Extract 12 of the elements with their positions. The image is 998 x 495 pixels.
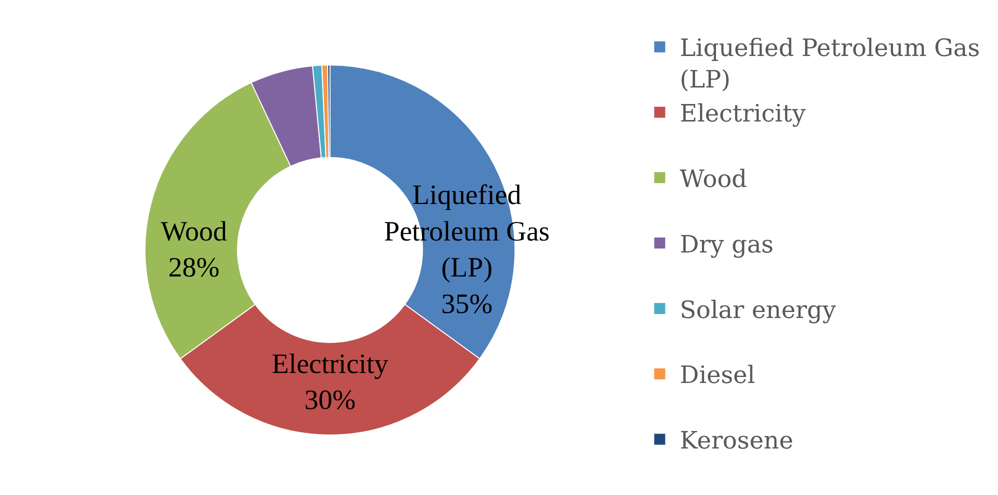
legend-label: Kerosene bbox=[680, 426, 794, 455]
legend-label: Liquefied Petroleum Gas (LP) bbox=[680, 34, 980, 94]
data-label: 28% bbox=[168, 252, 220, 284]
slice-label: Wood bbox=[160, 216, 227, 248]
slice-label: Electricity bbox=[272, 348, 388, 380]
data-label: 30% bbox=[304, 385, 356, 416]
data-label: 35% bbox=[441, 289, 493, 320]
legend-label: Electricity bbox=[680, 100, 806, 128]
legend-label: Diesel bbox=[680, 361, 756, 390]
legend-label: Dry gas bbox=[680, 230, 774, 258]
legend-label: Solar energy bbox=[680, 296, 836, 324]
legend-label: Wood bbox=[680, 165, 748, 194]
